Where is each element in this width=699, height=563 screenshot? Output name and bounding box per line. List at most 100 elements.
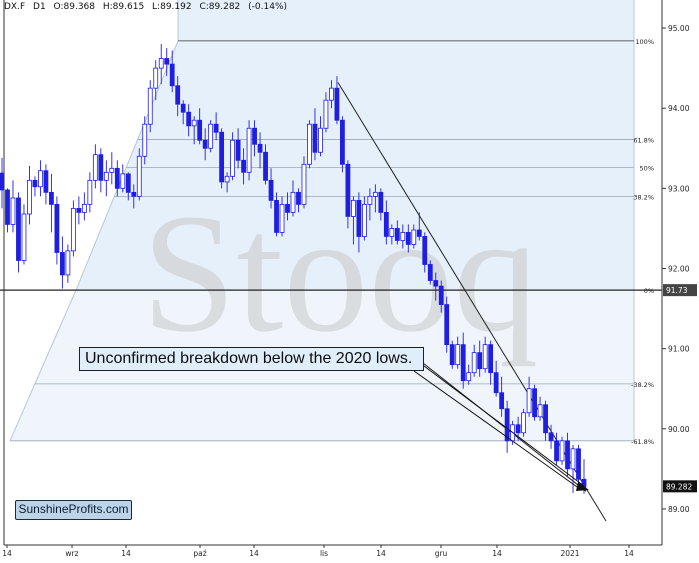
candle-down	[164, 58, 170, 65]
candle-down	[477, 352, 483, 370]
candle-down	[263, 151, 268, 181]
lower-support-line	[419, 360, 587, 492]
annotation-arrow-line	[423, 365, 585, 487]
candle-up	[158, 58, 164, 69]
candle-down	[543, 404, 548, 434]
candle-up	[290, 191, 296, 213]
candle-down	[554, 440, 559, 462]
candle-up	[301, 163, 307, 205]
candle-down	[252, 127, 257, 145]
candle-down	[427, 264, 433, 281]
support-price-label: 91.73	[666, 286, 688, 295]
candle-up	[318, 127, 323, 153]
candle-down	[548, 432, 554, 442]
candle-down	[488, 344, 494, 374]
x-tick-label: 14	[376, 549, 386, 558]
candle-up	[70, 207, 76, 252]
x-tick-label: wrz	[65, 549, 78, 558]
candles	[0, 44, 587, 494]
fib-level-label: -38.2%	[631, 381, 654, 389]
candle-down	[219, 131, 225, 183]
x-tick-label: 14	[249, 549, 259, 558]
candle-up	[400, 232, 406, 241]
y-tick-label: 89.00	[668, 505, 690, 514]
candle-down	[257, 143, 263, 153]
candle-down	[312, 123, 318, 153]
quote-header: DX.F D1 O:89.368 H:89.615 L:89.192 C:89.…	[4, 2, 292, 12]
candle-up	[208, 123, 214, 149]
candle-down	[438, 285, 444, 305]
fib-level-label: 50%	[640, 165, 654, 173]
fib-level-label: 61.8%	[633, 136, 654, 144]
candle-up	[81, 203, 87, 213]
candle-up	[367, 195, 373, 205]
candle-down	[213, 123, 219, 133]
candle-down	[114, 167, 120, 189]
candle-down	[16, 197, 21, 261]
candle-down	[504, 408, 510, 442]
x-tick-label: 14	[2, 549, 12, 558]
candle-up	[466, 372, 472, 382]
candle-down	[175, 85, 181, 105]
open-value: O:89.368	[53, 2, 95, 12]
candle-down	[433, 280, 439, 287]
candle-up	[109, 167, 115, 173]
candle-up	[570, 448, 576, 470]
candle-up	[230, 139, 236, 177]
candle-up	[350, 199, 356, 217]
candle-up	[10, 197, 16, 225]
candle-up	[471, 352, 477, 374]
current-price-label: 89.282	[666, 482, 692, 491]
low-value: L:89.192	[152, 2, 192, 12]
y-tick-label: 91.00	[668, 345, 690, 354]
y-tick-label: 95.00	[668, 24, 690, 33]
candle-down	[383, 211, 389, 237]
candle-down	[565, 440, 570, 470]
candle-up	[103, 171, 109, 181]
x-tick-label: 2021	[560, 549, 579, 558]
candle-up	[224, 175, 230, 183]
fib-fill-upper	[76, 0, 634, 291]
candle-down	[532, 388, 537, 418]
annotation-box: Unconfirmed breakdown below the 2020 low…	[79, 347, 424, 371]
candle-up	[361, 203, 367, 237]
fib-level-label: -61.8%	[631, 438, 654, 446]
candle-up	[120, 173, 126, 189]
candle-up	[389, 228, 395, 237]
candle-up	[142, 123, 148, 157]
x-tick-label: gru	[435, 549, 448, 558]
candle-down	[499, 392, 505, 410]
fib-level-label: 0%	[644, 287, 654, 295]
annotation-arrow-head	[576, 482, 589, 491]
candle-down	[202, 139, 208, 149]
candle-down	[49, 191, 54, 205]
candle-down	[125, 173, 131, 193]
candle-up	[329, 87, 334, 101]
candle-down	[98, 154, 104, 181]
candle-down	[274, 199, 279, 233]
candle-down	[285, 203, 290, 213]
close-value: C:89.282	[199, 2, 241, 12]
candle-down	[334, 87, 340, 121]
candle-up	[521, 412, 527, 434]
candle-up	[482, 344, 488, 370]
candle-down	[378, 191, 384, 213]
candle-down	[460, 344, 466, 382]
symbol: DX.F	[4, 2, 26, 12]
candle-down	[416, 229, 422, 237]
y-tick-label: 94.00	[668, 104, 690, 113]
candle-up	[279, 203, 285, 233]
fib-level-label: 100%	[635, 38, 654, 46]
candle-down	[235, 139, 241, 161]
candle-up	[147, 87, 153, 125]
candle-down	[515, 424, 521, 434]
candle-down	[356, 199, 362, 237]
candle-down	[394, 228, 400, 241]
candle-up	[372, 191, 378, 197]
x-tick-label: 14	[121, 549, 131, 558]
candle-down	[180, 103, 186, 113]
candle-up	[92, 154, 98, 181]
candle-down	[131, 191, 137, 197]
support-price-tag	[663, 284, 697, 297]
